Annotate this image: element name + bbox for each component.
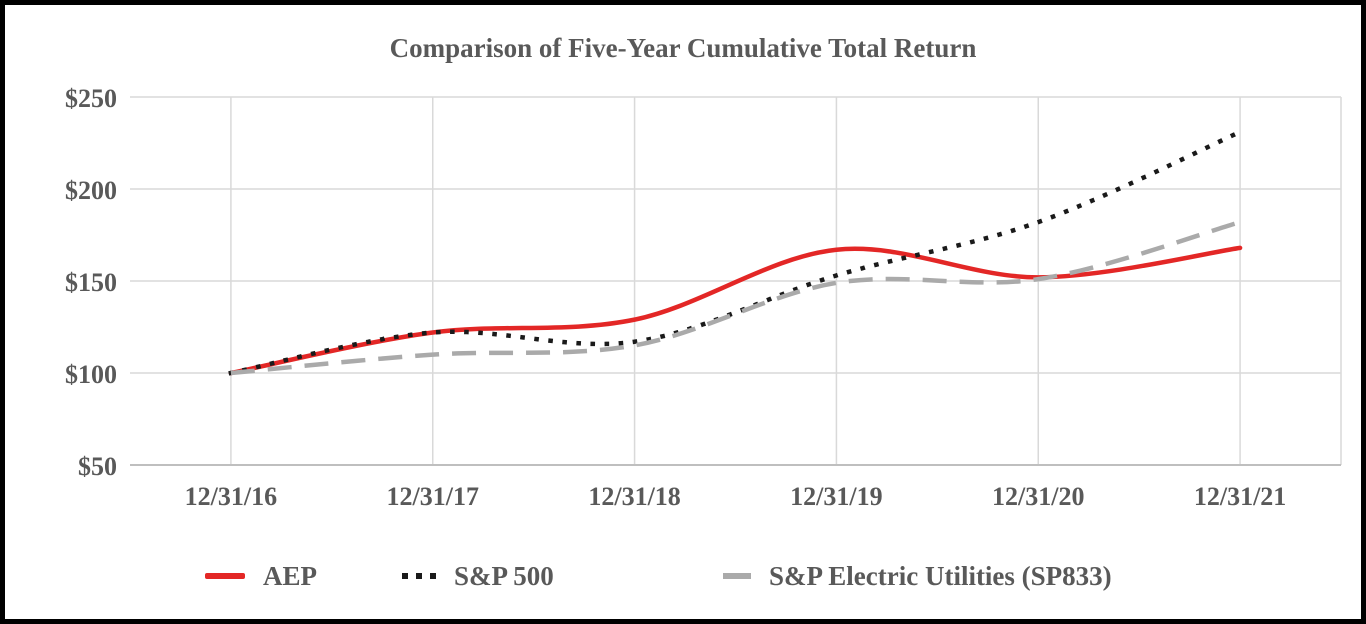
legend: AEP S&P 500 S&P Electric Utilities (SP833) xyxy=(5,556,1361,596)
legend-label-s-p-electric-utilities-sp833: S&P Electric Utilities (SP833) xyxy=(769,560,1112,591)
chart-canvas xyxy=(130,96,1342,466)
legend-dot-icon xyxy=(402,573,408,579)
plot-area xyxy=(130,96,1342,466)
y-tick-label: $150 xyxy=(65,268,117,297)
legend-dotted-line-swatch-icon xyxy=(402,573,436,579)
x-tick-label: 12/31/20 xyxy=(992,482,1085,511)
y-tick-label: $250 xyxy=(65,84,117,113)
legend-line-icon xyxy=(205,573,245,579)
y-tick-label: $100 xyxy=(65,360,117,389)
legend-solid-line-swatch-icon xyxy=(205,573,245,579)
series-line-aep xyxy=(228,245,1243,376)
legend-line-icon xyxy=(723,573,751,579)
series-line-s-p-500 xyxy=(228,128,1244,376)
x-tick-label: 12/31/19 xyxy=(790,482,883,511)
x-tick-label: 12/31/16 xyxy=(184,482,278,511)
legend-label-s-p-500: S&P 500 xyxy=(454,560,554,591)
legend-dashed-line-swatch-icon xyxy=(723,573,751,579)
x-tick-label: 12/31/21 xyxy=(1193,482,1287,511)
legend-item-s-p-500: S&P 500 xyxy=(402,556,554,596)
y-tick-label: $50 xyxy=(78,452,117,481)
legend-dot-icon xyxy=(416,573,422,579)
x-tick-label: 12/31/17 xyxy=(386,482,479,511)
legend-dot-icon xyxy=(430,573,436,579)
chart-title: Comparison of Five-Year Cumulative Total… xyxy=(389,33,977,63)
legend-item-aep: AEP xyxy=(205,556,317,596)
x-tick-label: 12/31/18 xyxy=(588,482,681,511)
legend-item-s-p-electric-utilities-sp833: S&P Electric Utilities (SP833) xyxy=(723,556,1112,596)
series-line-s-p-electric-utilities-sp833 xyxy=(230,219,1241,376)
y-tick-label: $200 xyxy=(65,176,117,205)
legend-label-aep: AEP xyxy=(263,560,317,591)
